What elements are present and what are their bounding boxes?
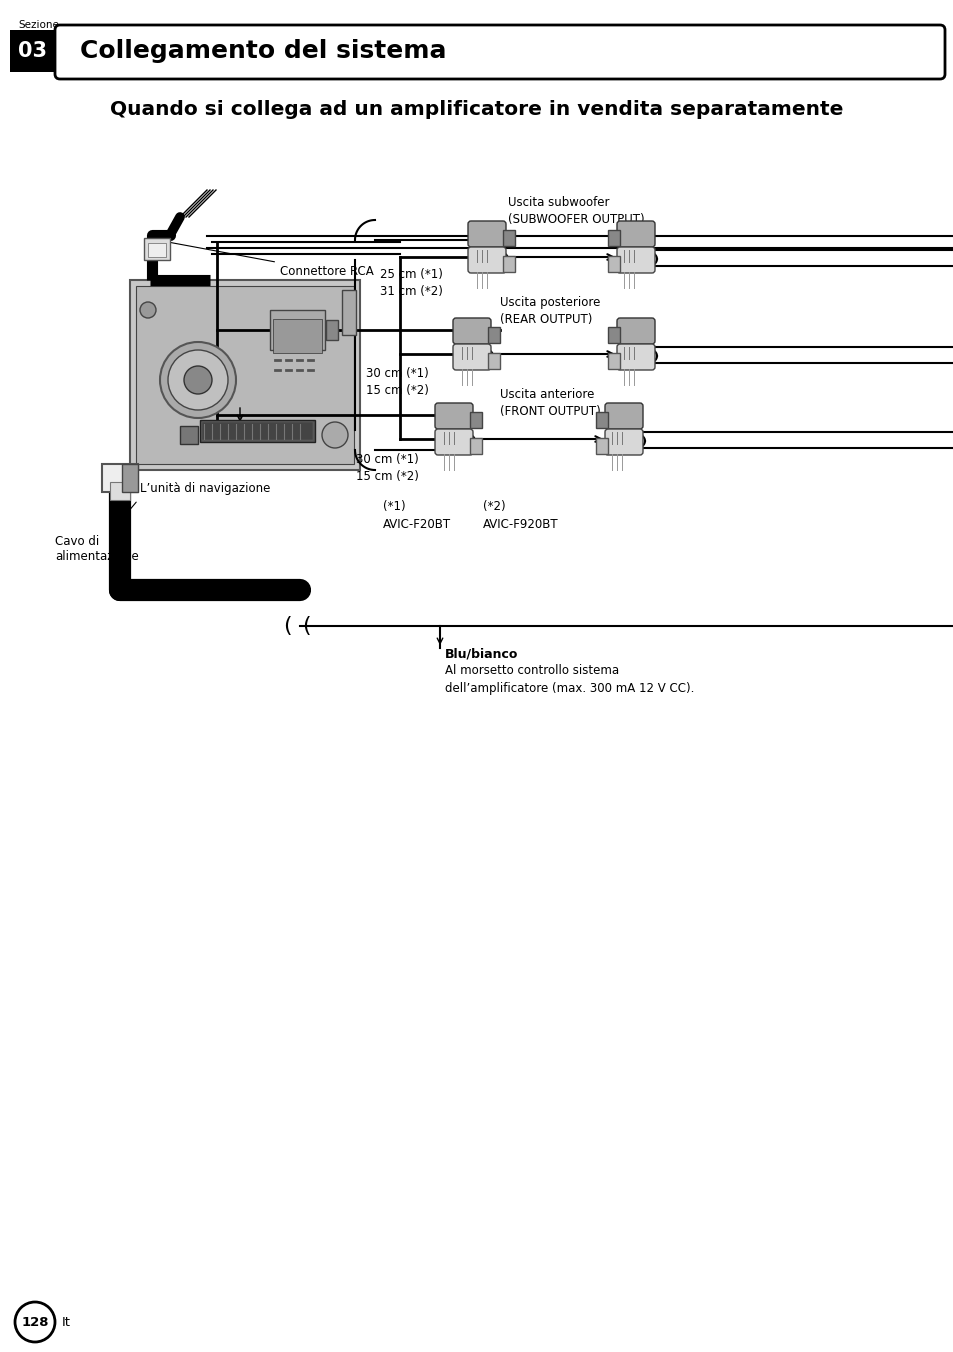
Circle shape — [160, 342, 235, 418]
Bar — [326, 320, 337, 339]
FancyBboxPatch shape — [55, 24, 944, 78]
Bar — [470, 412, 481, 429]
Text: Uscita subwoofer
(SUBWOOFER OUTPUT): Uscita subwoofer (SUBWOOFER OUTPUT) — [507, 196, 644, 226]
Bar — [180, 426, 198, 443]
Text: Cavo di
alimentazione: Cavo di alimentazione — [55, 502, 138, 562]
Text: (: ( — [302, 617, 311, 635]
Text: 03: 03 — [18, 41, 48, 61]
Bar — [273, 319, 322, 353]
Text: (: ( — [283, 617, 292, 635]
Text: 30 cm (*1)
15 cm (*2): 30 cm (*1) 15 cm (*2) — [355, 453, 418, 483]
Text: 25 cm (*1)
31 cm (*2): 25 cm (*1) 31 cm (*2) — [379, 268, 442, 297]
Circle shape — [168, 350, 228, 410]
Text: 128: 128 — [21, 1315, 49, 1329]
FancyBboxPatch shape — [435, 429, 473, 456]
Bar — [596, 438, 607, 454]
Text: 30 cm (*1)
15 cm (*2): 30 cm (*1) 15 cm (*2) — [366, 366, 429, 397]
Circle shape — [322, 422, 348, 448]
Bar — [502, 256, 515, 272]
Bar — [607, 230, 619, 246]
Text: Sezione: Sezione — [18, 20, 59, 30]
Circle shape — [15, 1302, 55, 1343]
FancyBboxPatch shape — [453, 318, 491, 343]
Bar — [341, 289, 355, 335]
Bar — [202, 422, 313, 439]
FancyBboxPatch shape — [453, 343, 491, 370]
Bar — [110, 483, 130, 500]
Text: Collegamento del sistema: Collegamento del sistema — [80, 39, 446, 64]
Text: Uscita anteriore
(FRONT OUTPUT): Uscita anteriore (FRONT OUTPUT) — [499, 388, 600, 418]
Text: Quando si collega ad un amplificatore in vendita separatamente: Quando si collega ad un amplificatore in… — [111, 100, 842, 119]
Bar — [148, 243, 166, 257]
Bar — [502, 230, 515, 246]
Bar — [200, 420, 314, 442]
Text: (*2)
AVIC-F920BT: (*2) AVIC-F920BT — [482, 500, 558, 531]
Bar — [130, 280, 359, 470]
Bar — [596, 412, 607, 429]
Text: Connettore RCA: Connettore RCA — [159, 241, 374, 279]
Text: Uscita posteriore
(REAR OUTPUT): Uscita posteriore (REAR OUTPUT) — [499, 296, 599, 326]
Text: L’unità di navigazione: L’unità di navigazione — [140, 483, 270, 495]
Text: It: It — [62, 1315, 71, 1329]
FancyBboxPatch shape — [617, 318, 655, 343]
Bar — [122, 464, 138, 492]
FancyBboxPatch shape — [10, 30, 56, 72]
FancyBboxPatch shape — [468, 220, 505, 247]
Text: Blu/bianco: Blu/bianco — [444, 648, 517, 661]
FancyBboxPatch shape — [604, 429, 642, 456]
Bar — [607, 327, 619, 343]
Bar — [488, 353, 499, 369]
Bar — [270, 310, 325, 350]
Bar — [470, 438, 481, 454]
Circle shape — [140, 301, 156, 318]
Bar — [144, 238, 170, 260]
Bar — [607, 256, 619, 272]
Circle shape — [184, 366, 212, 393]
Bar — [488, 327, 499, 343]
Text: (*1)
AVIC-F20BT: (*1) AVIC-F20BT — [382, 500, 451, 531]
FancyBboxPatch shape — [617, 220, 655, 247]
Bar — [607, 353, 619, 369]
FancyBboxPatch shape — [604, 403, 642, 429]
Bar — [136, 287, 354, 464]
FancyBboxPatch shape — [435, 403, 473, 429]
Bar — [102, 464, 138, 492]
FancyBboxPatch shape — [617, 247, 655, 273]
FancyBboxPatch shape — [468, 247, 505, 273]
Text: Al morsetto controllo sistema
dell’amplificatore (max. 300 mA 12 V CC).: Al morsetto controllo sistema dell’ampli… — [444, 664, 694, 695]
FancyBboxPatch shape — [617, 343, 655, 370]
